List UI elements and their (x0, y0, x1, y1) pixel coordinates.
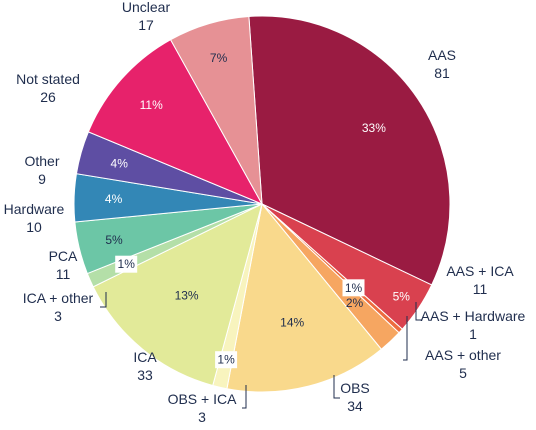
category-count-hardware: 10 (26, 219, 42, 235)
percent-label-hardware: 4% (105, 192, 123, 206)
percent-label-aas-other: 2% (346, 296, 364, 310)
category-name-other: Other (24, 153, 59, 169)
slice-unclear (169, 15, 263, 205)
percent-label-obs-ica: 1% (217, 353, 235, 367)
leader-line-obs (333, 375, 340, 399)
slice-not-stated (87, 39, 264, 206)
category-count-ica: 33 (137, 367, 153, 383)
percent-label-pca: 5% (105, 233, 123, 247)
slice-aas (248, 15, 451, 286)
category-name-ica-other: ICA + other (23, 290, 94, 306)
category-name-hardware: Hardware (4, 201, 65, 217)
percent-box-aas-hardware (342, 279, 365, 297)
category-labels: AAS 81 AAS + ICA 11 AAS + Hardware 1 AAS + oth… (4, 0, 526, 425)
percent-label-ica: 13% (175, 288, 199, 302)
percent-label-unclear: 7% (210, 51, 228, 65)
category-name-obs: OBS (340, 380, 370, 396)
leader-line-aas-hardware (415, 302, 422, 321)
leader-line-ica-other (100, 292, 107, 308)
category-name-pca: PCA (49, 248, 78, 264)
percent-label-not-stated: 11% (140, 98, 163, 112)
category-count-aas-other: 5 (459, 365, 467, 381)
pie-slices (73, 15, 451, 393)
percent-box-ica-other (115, 255, 138, 273)
percent-label-other: 4% (111, 156, 129, 170)
category-count-pca: 11 (56, 266, 71, 282)
category-name-unclear: Unclear (122, 0, 171, 15)
percent-label-obs: 14% (280, 315, 304, 329)
percent-labels: 33%5%1%2%14%1%13%1%5%4%4%11%7% (105, 51, 411, 369)
leader-line-obs-ica (242, 385, 247, 409)
leader-line-aas-other (403, 316, 408, 361)
category-name-aas: AAS (428, 47, 456, 63)
category-count-not-stated: 26 (40, 89, 56, 105)
category-count-unclear: 17 (138, 17, 154, 33)
category-count-other: 9 (38, 171, 46, 187)
percent-label-aas-ica: 5% (393, 290, 411, 304)
percent-label-aas: 33% (362, 121, 386, 135)
percent-label-aas-hardware: 1% (345, 281, 363, 295)
category-name-ica: ICA (133, 349, 157, 365)
slice-ica (92, 203, 263, 387)
percent-label-ica-other: 1% (118, 257, 136, 271)
slice-obs (226, 202, 383, 393)
category-count-obs-ica: 3 (198, 409, 206, 425)
category-count-obs: 34 (347, 398, 363, 414)
category-count-ica-other: 3 (54, 308, 62, 324)
category-count-aas: 81 (434, 65, 450, 81)
category-count-aas-hardware: 1 (469, 326, 477, 342)
category-name-aas-other: AAS + other (425, 347, 501, 363)
category-count-aas-ica: 11 (473, 281, 488, 297)
category-name-obs-ica: OBS + ICA (168, 391, 238, 407)
percent-box-obs-ica (215, 351, 238, 369)
leader-lines (100, 292, 422, 409)
category-name-not-stated: Not stated (16, 71, 80, 87)
category-name-aas-hardware: AAS + Hardware (421, 308, 526, 324)
category-name-aas-ica: AAS + ICA (446, 263, 514, 279)
